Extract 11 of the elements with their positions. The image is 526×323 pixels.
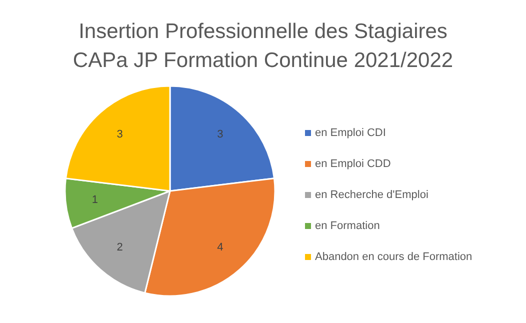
- data-label: 4: [217, 242, 224, 254]
- data-label: 1: [92, 194, 98, 206]
- data-label: 3: [116, 128, 123, 140]
- legend-label: en Formation: [315, 220, 380, 232]
- legend-label: Abandon en cours de Formation: [315, 251, 472, 263]
- data-label: 2: [116, 242, 123, 254]
- chart-title: Insertion Professionnelle des Stagiaires CAPa JP Formation Continue 2021/2022: [72, 20, 454, 72]
- data-label: 3: [217, 128, 224, 140]
- legend-label: en Recherche d'Emploi: [315, 189, 428, 201]
- legend-label: en Emploi CDI: [315, 127, 386, 139]
- legend-label: en Emploi CDD: [315, 158, 391, 170]
